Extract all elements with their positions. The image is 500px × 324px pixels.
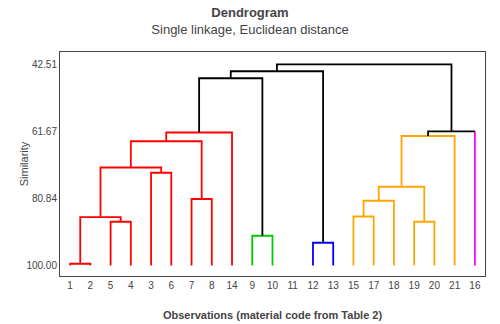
svg-text:1: 1 <box>67 280 73 291</box>
svg-text:14: 14 <box>226 280 238 291</box>
svg-text:11: 11 <box>288 280 299 291</box>
svg-text:15: 15 <box>348 280 360 291</box>
svg-text:100.00: 100.00 <box>26 260 57 271</box>
svg-text:80.84: 80.84 <box>32 193 57 204</box>
svg-text:2: 2 <box>88 280 94 291</box>
svg-text:9: 9 <box>249 280 255 291</box>
svg-text:61.67: 61.67 <box>32 126 57 137</box>
svg-text:17: 17 <box>368 280 380 291</box>
svg-text:42.51: 42.51 <box>32 59 57 70</box>
svg-text:Similarity: Similarity <box>18 141 30 186</box>
svg-text:18: 18 <box>388 280 400 291</box>
svg-text:16: 16 <box>469 280 481 291</box>
svg-text:4: 4 <box>128 280 134 291</box>
svg-text:5: 5 <box>108 280 114 291</box>
svg-text:DendrogramSingle linkage, Eucl: DendrogramSingle linkage, Euclidean dist… <box>151 5 348 37</box>
svg-text:21: 21 <box>449 280 461 291</box>
svg-text:19: 19 <box>409 280 421 291</box>
svg-text:Observations (material code fr: Observations (material code from Table 2… <box>163 309 383 321</box>
svg-text:13: 13 <box>328 280 340 291</box>
svg-text:8: 8 <box>209 280 215 291</box>
svg-text:3: 3 <box>148 280 154 291</box>
svg-text:6: 6 <box>169 280 175 291</box>
svg-text:10: 10 <box>267 280 279 291</box>
svg-text:7: 7 <box>189 280 195 291</box>
svg-text:20: 20 <box>429 280 441 291</box>
svg-text:12: 12 <box>307 280 319 291</box>
